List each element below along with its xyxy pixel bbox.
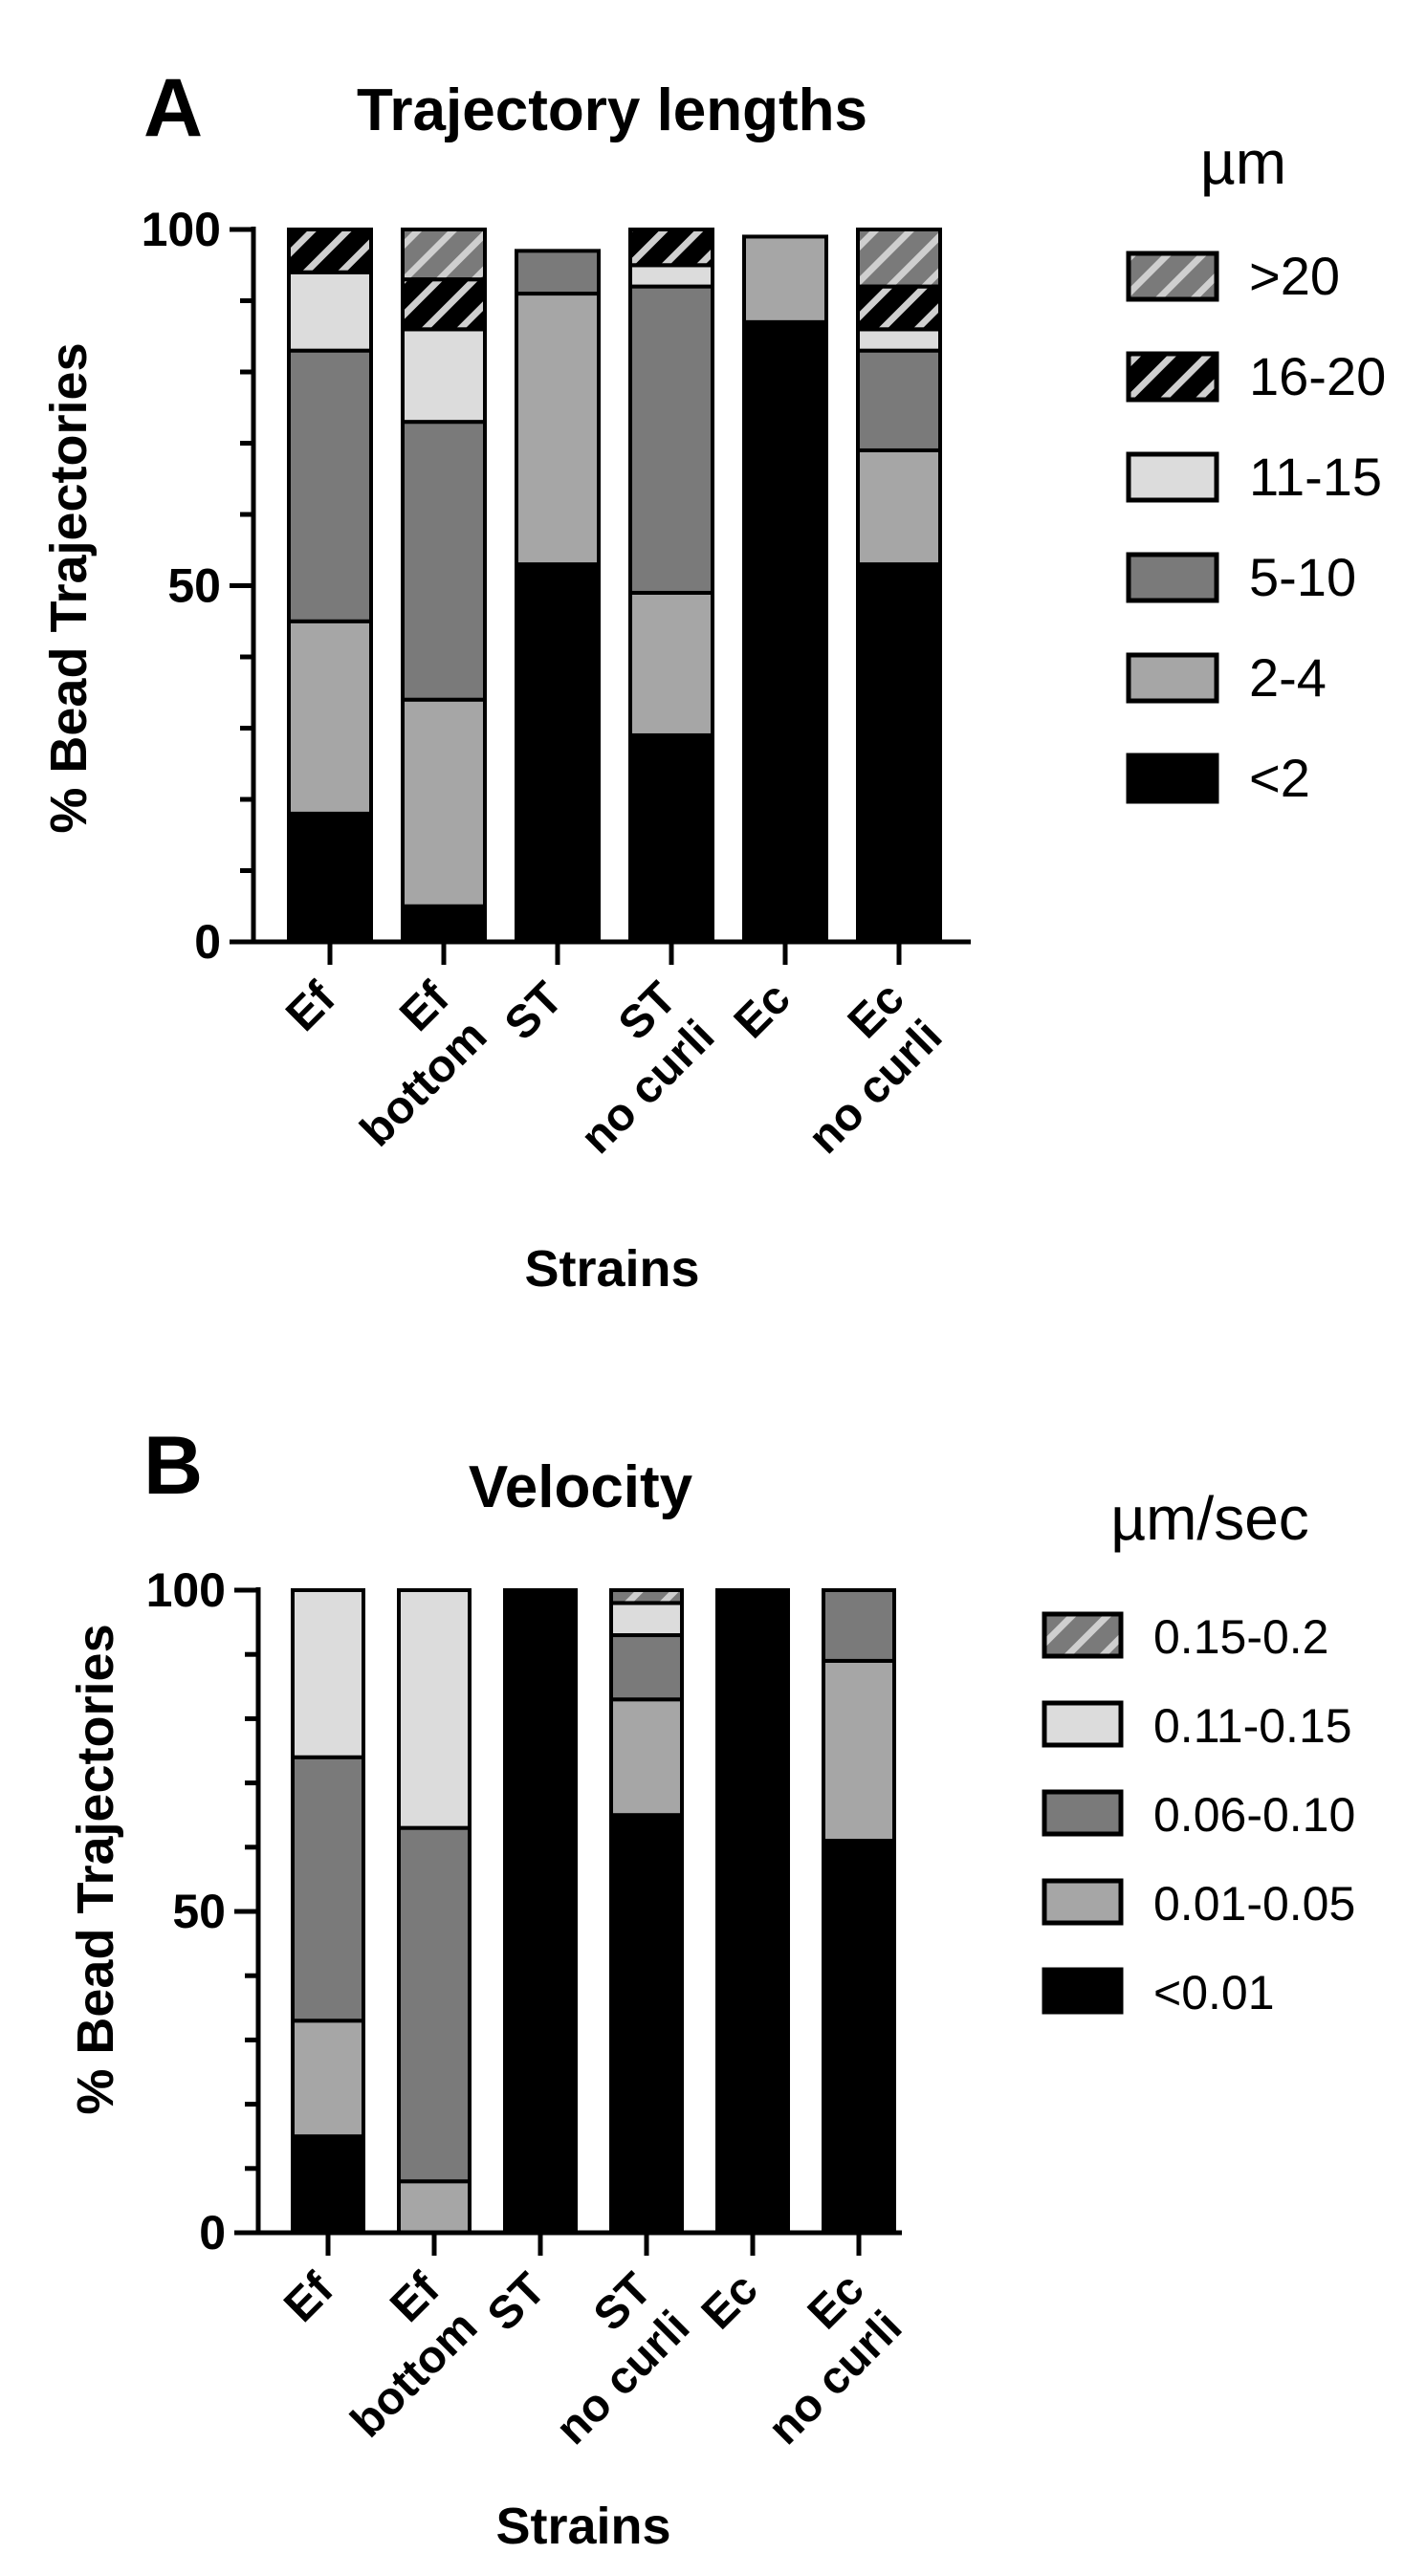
chart-a-ytick-label-100: 100 — [142, 203, 221, 256]
chart-a-bar-1-seg-2 — [287, 619, 373, 816]
chart-b-legend-label-2: 0.11-0.15 — [1153, 1699, 1352, 1753]
chart-a-legend-swatch-4 — [1126, 552, 1219, 603]
chart-b-bar-2-seg-4 — [397, 1588, 472, 1830]
chart-a-bar-2-seg-1 — [401, 904, 487, 944]
chart-a-legend-label-1: >20 — [1249, 246, 1340, 306]
chart-b-legend-title: µm/sec — [1110, 1484, 1309, 1553]
chart-a-bar-6-seg-1 — [856, 562, 942, 945]
chart-b-bar-4-seg-1 — [609, 1813, 684, 2235]
chart-a-bar-6-seg-5-hatch — [856, 284, 942, 332]
chart-b-ylabel: % Bead Trajectories — [67, 1624, 124, 2114]
chart-a-bar-2-seg-3 — [401, 420, 487, 702]
chart-b-bar-2-seg-2 — [397, 2179, 472, 2235]
chart-a-bar-3-seg-3 — [515, 249, 601, 296]
chart-a-legend-label-2: 16-20 — [1249, 346, 1386, 406]
chart-b-legend-swatch-5 — [1042, 1967, 1124, 2015]
chart-a-legend-swatch-5 — [1126, 652, 1219, 704]
chart-a-bar-2-seg-6-hatch — [401, 228, 487, 282]
chart-b-bar-6-seg-3 — [822, 1588, 896, 1663]
chart-b-bar-3-seg-1 — [503, 1588, 578, 2235]
chart-b-category-label-1: Ef — [274, 2263, 343, 2332]
chart-a-bar-6-seg-2 — [856, 448, 942, 567]
chart-b-ytick-label-50: 50 — [172, 1885, 226, 1938]
chart-a-legend-swatch-1-hatch — [1126, 251, 1219, 302]
chart-a-legend-swatch-3 — [1126, 451, 1219, 503]
chart-b-bar-4-seg-5-hatch — [609, 1588, 684, 1605]
panel-b: B Velocity % Bead Trajectories Strains E… — [67, 1420, 1355, 2555]
chart-b-legend-label-1: 0.15-0.2 — [1153, 1610, 1328, 1664]
chart-b-bar-6-seg-2 — [822, 1658, 896, 1844]
chart-b-bar-1-seg-4 — [291, 1588, 365, 1759]
chart-a-bar-6-seg-4 — [856, 327, 942, 353]
chart-a-ytick-label-0: 0 — [194, 915, 221, 969]
chart-b-ytick-label-100: 100 — [146, 1563, 226, 1617]
chart-b-ytick-label-0: 0 — [199, 2206, 226, 2259]
chart-a-category-label-3: ST — [495, 972, 573, 1050]
chart-a-bar-3-seg-2 — [515, 292, 601, 567]
chart-a-bar-1-seg-4 — [287, 270, 373, 353]
chart-b-legend: µm/sec 0.15-0.2 0.11-0.15 0.06-0.10 0.01-0.… — [1042, 1484, 1355, 2019]
chart-a-category-label-1: Ef — [276, 972, 345, 1041]
chart-a-bar-5-seg-1 — [742, 319, 828, 945]
chart-b-bar-1-seg-3 — [291, 1755, 365, 2023]
chart-a-bar-4-seg-1 — [628, 732, 714, 945]
chart-a-bar-1-seg-1 — [287, 811, 373, 945]
chart-a-bar-2-seg-5-hatch — [401, 277, 487, 332]
chart-b-legend-label-3: 0.06-0.10 — [1153, 1788, 1355, 1842]
chart-a-bar-5-seg-2 — [742, 234, 828, 324]
chart-a-legend-swatch-6 — [1126, 753, 1219, 804]
chart-a-bar-1-seg-3 — [287, 348, 373, 623]
chart-a-legend-label-4: 5-10 — [1249, 547, 1356, 607]
chart-a-legend-title: µm — [1200, 128, 1286, 197]
chart-a-bar-2-seg-2 — [401, 697, 487, 908]
chart-b-category-label-3: ST — [478, 2263, 556, 2341]
chart-a-category-label-5: Ec — [725, 972, 801, 1048]
chart-a-title: Trajectory lengths — [357, 77, 867, 143]
panel-b-letter: B — [143, 1420, 203, 1512]
chart-b-legend-swatch-3 — [1042, 1789, 1124, 1837]
chart-a-legend-swatch-2-hatch — [1126, 351, 1219, 403]
chart-b-legend-label-5: <0.01 — [1153, 1966, 1275, 2019]
chart-b-bar-2-seg-3 — [397, 1825, 472, 2184]
panel-a-letter: A — [143, 62, 203, 154]
chart-a-bar-1-seg-5-hatch — [287, 228, 373, 274]
chart-a-ylabel: % Bead Trajectories — [40, 342, 98, 833]
chart-b-legend-swatch-2 — [1042, 1700, 1124, 1748]
chart-b-bar-4-seg-4 — [609, 1601, 684, 1638]
chart-b-bar-1-seg-1 — [291, 2134, 365, 2235]
chart-a-bar-2-seg-4 — [401, 327, 487, 425]
chart-b-legend-label-4: 0.01-0.05 — [1153, 1877, 1355, 1931]
chart-b-category-label-5: Ec — [692, 2263, 768, 2339]
chart-a-legend-label-3: 11-15 — [1249, 447, 1382, 507]
chart-b-xlabel: Strains — [495, 2498, 670, 2555]
chart-a-bar-4-seg-5-hatch — [628, 228, 714, 268]
chart-a-bar-6-seg-3 — [856, 348, 942, 452]
chart-a-legend-label-5: 2-4 — [1249, 647, 1327, 708]
chart-a-ytick-label-50: 50 — [167, 559, 221, 613]
chart-a-xlabel: Strains — [524, 1240, 699, 1298]
chart-a-bar-4-seg-3 — [628, 284, 714, 595]
chart-b-bar-1-seg-2 — [291, 2019, 365, 2139]
chart-b-bar-6-seg-1 — [822, 1839, 896, 2235]
chart-b-bar-4-seg-3 — [609, 1633, 684, 1702]
chart-a-bar-4-seg-2 — [628, 590, 714, 737]
chart-a-bar-4-seg-4 — [628, 263, 714, 289]
chart-b-legend-swatch-4 — [1042, 1878, 1124, 1926]
chart-a-bar-3-seg-1 — [515, 562, 601, 945]
chart-b-bar-5-seg-1 — [715, 1588, 790, 2235]
panel-a: A Trajectory lengths % Bead Trajectories… — [40, 62, 1386, 1298]
chart-b-bar-4-seg-2 — [609, 1697, 684, 1818]
chart-a-legend: µm >20 16-20 11-15 5-10 2-4 <2 — [1126, 128, 1386, 808]
chart-a-category-label-2: Efbottom — [313, 972, 497, 1157]
chart-a-bar-6-seg-6-hatch — [856, 228, 942, 289]
chart-b-legend-swatch-1-hatch — [1042, 1611, 1124, 1659]
chart-a-legend-label-6: <2 — [1249, 748, 1310, 808]
chart-b-title: Velocity — [469, 1454, 693, 1520]
